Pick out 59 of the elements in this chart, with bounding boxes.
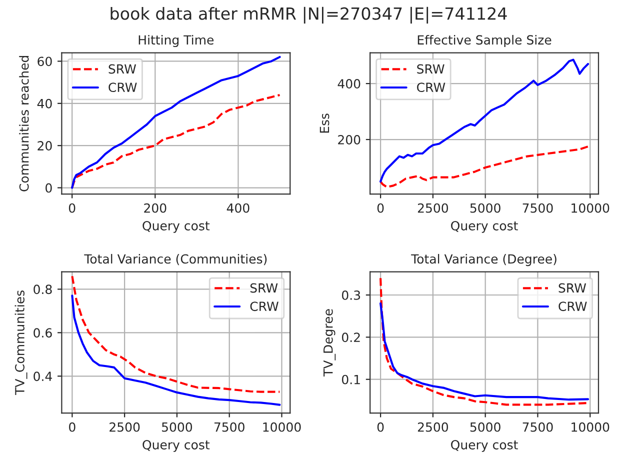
x-tick-label: 2500 <box>418 203 448 213</box>
y-tick-label: 60 <box>38 56 52 66</box>
x-tick-label: 5000 <box>162 422 192 432</box>
chart-title: book data after mRMR |N|=270347 |E|=741124 <box>110 6 507 24</box>
x-tick-label: 5000 <box>470 203 500 213</box>
line-series <box>380 277 590 406</box>
x-axis-title: Query cost <box>142 220 210 233</box>
y-tick-label: 0.3 <box>342 290 360 300</box>
line-series <box>380 302 590 401</box>
line-series <box>71 94 281 189</box>
chart-subtitle: Total Variance (Degree) <box>411 254 556 266</box>
chart-subtitle: Effective Sample Size <box>418 34 552 48</box>
y-tick-label: 40 <box>37 98 52 108</box>
y-axis-title: Ess <box>320 114 330 133</box>
y-tick-label: 20 <box>38 141 52 151</box>
y-tick-label: 200 <box>338 134 360 144</box>
x-tick-label: 10000 <box>263 422 301 432</box>
y-tick-label: 0.8 <box>34 284 52 294</box>
x-tick-label: 2500 <box>110 422 140 432</box>
x-tick-label: 0 <box>377 203 384 213</box>
x-tick-label: 10000 <box>572 203 610 213</box>
x-tick-label: 5000 <box>470 422 500 432</box>
line-series <box>380 58 590 183</box>
x-tick-label: 0 <box>377 422 384 432</box>
x-tick-label: 7500 <box>214 422 244 432</box>
legend-label: SRW <box>250 283 278 293</box>
y-tick-label: 400 <box>338 79 360 88</box>
y-tick-label: 0.2 <box>342 332 360 342</box>
x-tick-label: 2500 <box>418 422 448 432</box>
legend-label: CRW <box>250 302 278 312</box>
y-axis-title: TV_Degree <box>324 309 336 376</box>
y-axis-title: TV_Communities <box>14 290 28 396</box>
x-axis-title: Query cost <box>451 440 518 452</box>
x-tick-label: 7500 <box>522 422 553 432</box>
y-tick-label: 0.4 <box>34 372 52 382</box>
x-axis-title: Query cost <box>142 440 210 452</box>
chart-subtitle: Total Variance (Communities) <box>84 254 267 266</box>
y-tick-label: 0 <box>46 183 52 193</box>
x-tick-label: 400 <box>226 203 250 213</box>
legend-label: SRW <box>558 283 586 293</box>
y-tick-label: 0.1 <box>342 374 360 384</box>
chart-subtitle: Hitting Time <box>138 34 214 48</box>
x-tick-label: 10000 <box>572 422 610 432</box>
y-axis-title: Communities reached <box>19 56 29 192</box>
y-tick-label: 0.6 <box>34 328 52 338</box>
x-tick-label: 0 <box>68 203 76 213</box>
x-tick-label: 0 <box>69 422 76 432</box>
line-series <box>380 145 590 188</box>
x-tick-label: 200 <box>144 203 166 213</box>
line-series <box>71 294 281 406</box>
legend-label: SRW <box>108 64 136 74</box>
line-series <box>71 275 281 393</box>
x-tick-label: 7500 <box>522 203 553 213</box>
legend-label: CRW <box>558 302 587 312</box>
legend-label: SRW <box>417 64 444 74</box>
line-series <box>71 56 281 189</box>
x-axis-title: Query cost <box>451 220 518 233</box>
legend-label: CRW <box>108 82 137 92</box>
legend-label: CRW <box>417 82 446 92</box>
